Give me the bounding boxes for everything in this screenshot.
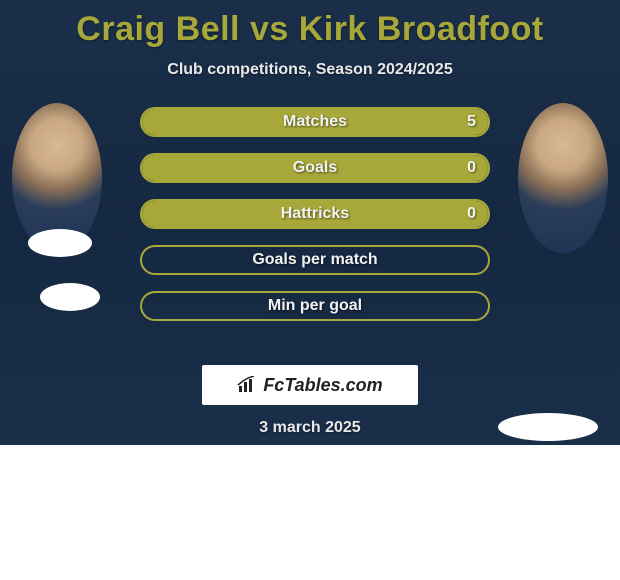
subtitle: Club competitions, Season 2024/2025 [0, 61, 620, 79]
stat-bars: Matches5Goals0Hattricks0Goals per matchM… [140, 107, 490, 337]
decor-ellipse [28, 229, 92, 257]
stat-bar-label: Goals [142, 159, 488, 177]
stat-bar-label: Hattricks [142, 205, 488, 223]
stat-bar-label: Goals per match [142, 251, 488, 269]
page-title: Craig Bell vs Kirk Broadfoot [0, 0, 620, 49]
content-area: Matches5Goals0Hattricks0Goals per matchM… [0, 107, 620, 357]
chart-icon [237, 376, 259, 394]
stat-bar-label: Matches [142, 113, 488, 131]
stat-bar: Min per goal [140, 291, 490, 321]
brand-text: FcTables.com [263, 375, 382, 396]
stat-bar-value: 5 [467, 113, 476, 131]
player-right-photo [518, 103, 608, 253]
player-right-face [518, 103, 608, 253]
stat-bar-value: 0 [467, 205, 476, 223]
brand-badge: FcTables.com [202, 365, 418, 405]
stat-bar: Hattricks0 [140, 199, 490, 229]
decor-ellipse [40, 283, 100, 311]
stat-bar: Goals per match [140, 245, 490, 275]
stat-bar-value: 0 [467, 159, 476, 177]
stat-bar-label: Min per goal [142, 297, 488, 315]
decor-ellipse [498, 413, 598, 441]
comparison-card: Craig Bell vs Kirk Broadfoot Club compet… [0, 0, 620, 445]
stat-bar: Matches5 [140, 107, 490, 137]
stat-bar: Goals0 [140, 153, 490, 183]
